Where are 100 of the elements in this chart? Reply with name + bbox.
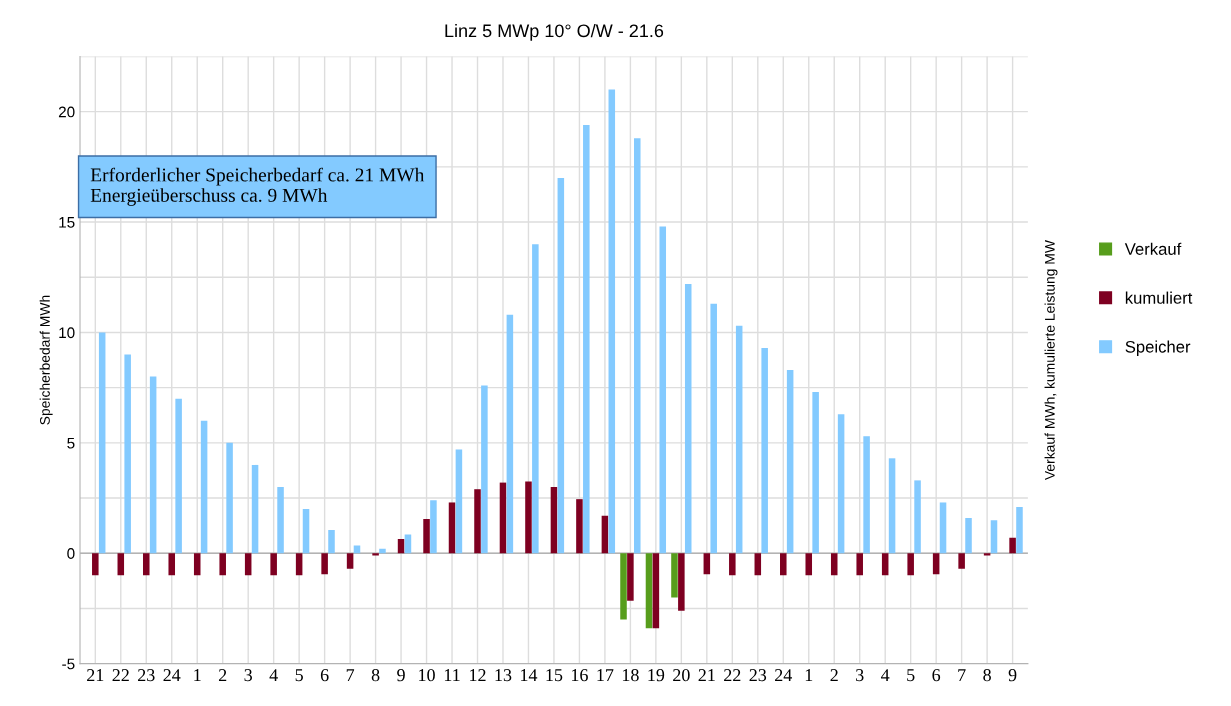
bar (634, 138, 641, 554)
x-tick-label: 9 (397, 669, 405, 682)
x-tick-label: 16 (571, 669, 588, 682)
bar (117, 553, 125, 576)
y2-axis-title: Verkauf MWh, kumulierte Leistung MW (1044, 240, 1058, 481)
bar (965, 517, 972, 554)
y-tick-label: 5 (67, 437, 75, 449)
bar (710, 303, 717, 554)
y-tick-label: 0 (67, 548, 75, 559)
x-tick-label: 5 (295, 669, 303, 682)
bar (627, 553, 634, 601)
bar (143, 553, 150, 576)
bar (251, 464, 259, 554)
x-tick-label: 14 (521, 669, 538, 682)
legend-label: Verkauf (1124, 242, 1182, 255)
bar (455, 449, 463, 554)
bar (576, 499, 583, 554)
y-tick-label: 15 (59, 217, 75, 228)
x-tick-label: 5 (907, 669, 915, 682)
bar (907, 553, 914, 576)
bar (448, 502, 456, 554)
x-tick-label: 8 (983, 669, 991, 682)
bar (168, 553, 176, 576)
x-tick-label: 7 (958, 669, 966, 682)
bar (98, 332, 106, 554)
bar (645, 553, 653, 629)
bar (423, 519, 430, 554)
bar (379, 548, 386, 554)
bar (200, 420, 208, 554)
bar (124, 354, 131, 554)
bar (295, 553, 303, 576)
bar (729, 553, 736, 576)
bar (481, 385, 488, 554)
x-tick-label: 1 (805, 669, 813, 682)
x-tick-label: 8 (371, 669, 380, 682)
bar (990, 520, 998, 554)
legend-label: Speicher (1125, 340, 1191, 356)
x-tick-label: 4 (269, 669, 278, 682)
bar (474, 489, 481, 554)
bar (525, 481, 532, 554)
x-tick-label: 6 (320, 669, 329, 682)
bar (193, 553, 201, 576)
bar (430, 500, 437, 554)
bar (583, 124, 590, 554)
chart-title: Linz 5 MWp 10° O/W - 21.6 (445, 23, 664, 41)
x-tick-label: 15 (546, 669, 563, 682)
bar (856, 553, 863, 576)
bar (346, 553, 354, 569)
bar (735, 325, 743, 554)
y-tick-label: 10 (59, 327, 75, 339)
bar (506, 314, 514, 554)
bar (932, 553, 940, 575)
x-tick-label: 24 (775, 669, 793, 682)
bar (532, 244, 539, 554)
legend-label: kumuliert (1125, 291, 1193, 304)
bar (219, 553, 226, 576)
bar (372, 553, 379, 556)
x-tick-label: 6 (932, 669, 941, 682)
bar (244, 553, 252, 576)
bar (499, 482, 507, 554)
bar (703, 553, 711, 575)
x-tick-label: 17 (597, 669, 614, 682)
y-tick-label: 20 (58, 106, 75, 118)
bar (888, 458, 896, 554)
bar (608, 89, 616, 554)
bar (812, 392, 819, 554)
x-tick-label: 18 (622, 669, 639, 682)
x-tick-label: 3 (856, 669, 864, 682)
bar (659, 226, 667, 554)
y-tick-label: -5 (62, 658, 75, 670)
bar (754, 553, 762, 576)
x-tick-label: 4 (881, 669, 890, 682)
bar (1009, 537, 1016, 554)
x-tick-label: 10 (419, 669, 435, 682)
y-axis-title: Speicherbedarf MWh (39, 295, 53, 425)
bar (270, 553, 277, 576)
x-tick-label: 19 (648, 669, 665, 682)
x-tick-label: 20 (673, 669, 690, 682)
bar (175, 398, 182, 554)
x-tick-label: 21 (698, 669, 715, 682)
x-tick-label: 3 (244, 669, 252, 682)
bar (958, 553, 965, 569)
x-tick-label: 2 (218, 669, 227, 682)
x-tick-label: 2 (830, 669, 838, 682)
bar (671, 553, 678, 598)
bar (328, 530, 335, 554)
bar (557, 177, 565, 554)
bar (404, 534, 412, 554)
bar (761, 347, 768, 554)
x-tick-label: 9 (1008, 669, 1017, 682)
bar (277, 487, 284, 554)
bar (786, 370, 794, 554)
bar (881, 553, 889, 576)
bar (678, 553, 685, 611)
bar (1016, 506, 1023, 554)
bar (601, 515, 609, 554)
bar (321, 553, 328, 575)
x-tick-label: 1 (194, 669, 201, 682)
x-tick-label: 12 (470, 669, 486, 682)
bar (620, 553, 627, 620)
